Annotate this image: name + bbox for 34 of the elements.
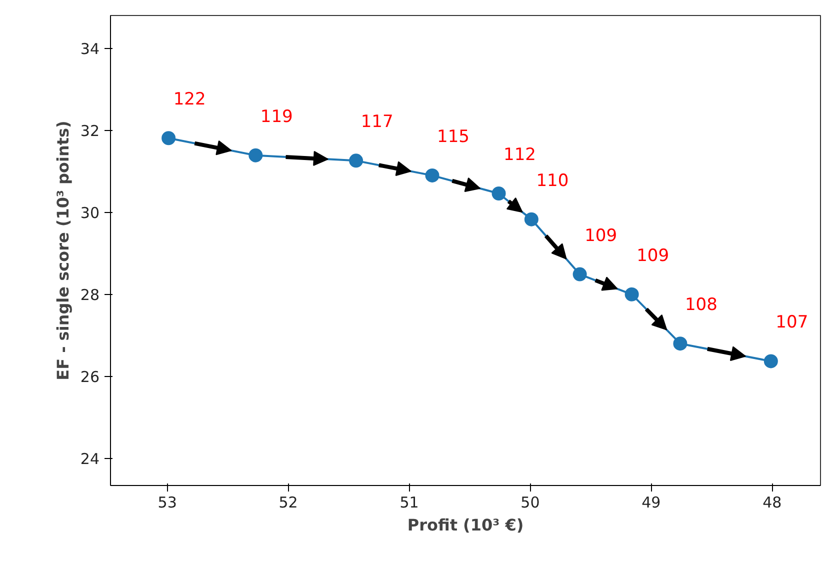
x-tick-label: 53 [158,494,177,512]
annotation: 112 [504,144,536,165]
point [764,354,778,368]
annotation: 122 [173,90,206,110]
point [248,148,263,162]
annotation: 107 [776,312,808,333]
annotation: 119 [260,106,293,127]
y-tick-label: 26 [80,368,100,386]
y-tick-label: 34 [80,40,100,58]
x-axis-title: Profit (10³ €) [407,516,524,534]
x-tick-label: 51 [400,494,419,512]
point [349,154,364,168]
x-tick-label: 50 [520,494,540,512]
point [524,212,538,226]
y-axis-title: EF - single score (10³ points) [53,120,72,380]
annotation: 108 [684,295,718,316]
y-tick-label: 24 [80,450,100,468]
x-tick-label: 52 [278,494,298,512]
annotation: 117 [360,112,394,132]
point [492,186,506,200]
point [572,267,587,282]
y-tick-label: 30 [80,204,100,222]
x-tick-label: 48 [762,494,782,512]
point [425,168,440,182]
x-tick-label: 49 [642,494,661,512]
point [673,336,688,351]
annotation: 115 [437,126,470,147]
annotation: 110 [536,170,569,191]
point [162,131,176,146]
y-tick-label: 28 [80,286,100,304]
point [624,287,639,302]
annotation: 109 [636,246,670,266]
annotation: 109 [584,226,618,246]
y-tick-label: 32 [80,122,100,140]
